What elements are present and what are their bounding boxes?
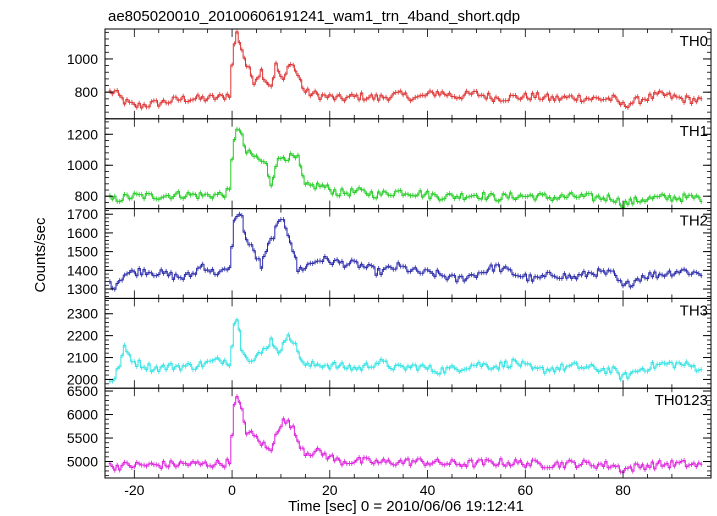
error-bars-TH3: [109, 317, 702, 384]
y-tick-label-TH2: 1700: [67, 206, 98, 222]
y-tick-label-TH2: 1500: [67, 244, 98, 260]
panel-frame-TH0123: [104, 387, 712, 479]
y-tick-label-TH3: 2000: [67, 371, 98, 387]
y-tick-label-TH0123: 5000: [67, 454, 98, 470]
error-bars-TH0123: [109, 394, 702, 475]
panel-label-TH0123: TH0123: [655, 392, 708, 409]
error-bars-TH2: [109, 211, 702, 292]
y-tick-label-TH2: 1300: [67, 281, 98, 297]
panel-frame-TH0: [104, 28, 712, 120]
y-tick-label-TH2: 1400: [67, 262, 98, 278]
panel-frame-TH2: [104, 208, 712, 299]
y-tick-label-TH0123: 5500: [67, 430, 98, 446]
x-tick-label: 0: [228, 482, 236, 498]
y-tick-label-TH2: 1600: [67, 225, 98, 241]
x-tick-label: 60: [518, 482, 534, 498]
panel-label-TH2: TH2: [680, 213, 708, 230]
y-tick-label-TH1: 800: [75, 188, 99, 204]
x-tick-label: -20: [124, 482, 144, 498]
y-tick-label-TH3: 2300: [67, 306, 98, 322]
y-tick-label-TH1: 1200: [67, 126, 98, 142]
y-tick-label-TH0: 1000: [67, 51, 98, 67]
panel-label-TH0: TH0: [680, 33, 708, 50]
y-tick-label-TH0: 800: [75, 84, 99, 100]
series-line-TH1: [108, 128, 703, 209]
y-tick-label-TH3: 2200: [67, 328, 98, 344]
panel-label-TH1: TH1: [680, 123, 708, 140]
y-tick-label-TH1: 1000: [67, 157, 98, 173]
error-bars-TH0: [109, 29, 702, 111]
series-line-TH0123: [108, 396, 703, 473]
y-axis-label: Counts/sec: [32, 217, 49, 293]
y-tick-label-TH3: 2100: [67, 350, 98, 366]
x-tick-label: 80: [615, 482, 631, 498]
series-line-TH0: [108, 31, 703, 109]
x-axis-label: Time [sec] 0 = 2010/06/06 19:12:41: [288, 498, 524, 515]
error-bars-TH1: [109, 126, 702, 209]
panel-frame-TH3: [104, 297, 712, 389]
y-tick-label-TH0123: 6500: [67, 383, 98, 399]
panel-label-TH3: TH3: [680, 302, 708, 319]
x-tick-label: 40: [420, 482, 436, 498]
series-line-TH2: [108, 213, 703, 290]
x-tick-label: 20: [322, 482, 338, 498]
chart-title: ae805020010_20100606191241_wam1_trn_4ban…: [108, 8, 520, 25]
series-line-TH3: [108, 319, 703, 382]
y-tick-label-TH0123: 6000: [67, 407, 98, 423]
